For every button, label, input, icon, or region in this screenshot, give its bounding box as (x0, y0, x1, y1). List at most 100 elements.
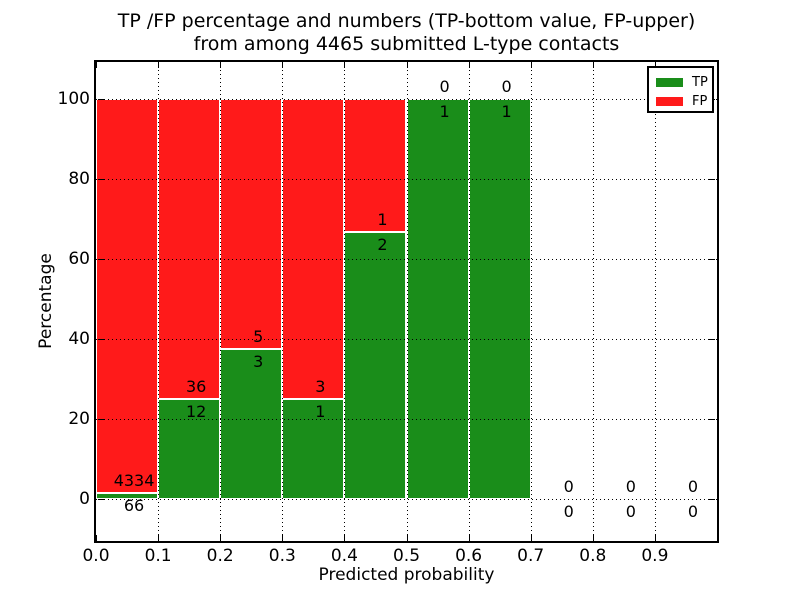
bar-fp-segment (344, 99, 407, 233)
x-tick-mark (282, 62, 284, 68)
x-tick-mark (158, 535, 160, 541)
tp-color-swatch (656, 78, 683, 87)
y-tick-mark (98, 419, 104, 420)
bar-tp-segment (468, 99, 531, 499)
y-tick-mark (709, 499, 715, 500)
fp-count-label: 0 (563, 477, 574, 496)
gridline-horizontal (96, 499, 717, 500)
tp-count-label: 1 (439, 102, 450, 121)
x-tick-mark (530, 535, 532, 541)
y-tick-mark (98, 259, 104, 260)
legend-item-tp: TP (656, 73, 712, 92)
fp-count-label: 4334 (113, 471, 155, 490)
tp-count-label: 1 (501, 102, 512, 121)
x-tick-label: 0.7 (517, 546, 545, 566)
x-tick-mark (468, 535, 470, 541)
y-tick-mark (709, 259, 715, 260)
x-tick-label: 0.9 (641, 546, 669, 566)
fp-color-swatch (656, 97, 683, 106)
x-tick-label: 0.8 (579, 546, 607, 566)
fp-count-label: 36 (185, 377, 207, 396)
gridline-vertical (282, 62, 284, 541)
legend-label-fp: FP (692, 94, 708, 109)
fp-count-label: 3 (315, 377, 326, 396)
tp-count-label: 12 (185, 402, 207, 421)
legend-item-fp: FP (656, 92, 712, 111)
tp-count-label: 2 (377, 235, 388, 255)
x-tick-mark (282, 535, 284, 541)
x-tick-label: 0.1 (144, 546, 172, 566)
y-tick-label: 80 (68, 169, 90, 189)
gridline-horizontal (96, 419, 717, 420)
chart-title: TP /FP percentage and numbers (TP-bottom… (96, 10, 717, 56)
y-tick-mark (98, 499, 104, 500)
x-tick-mark (96, 535, 97, 541)
x-tick-mark (96, 62, 97, 68)
x-tick-mark (468, 62, 470, 68)
x-tick-label: 0.2 (206, 546, 234, 566)
chart-title-line1: TP /FP percentage and numbers (TP-bottom… (117, 10, 696, 32)
x-tick-mark (220, 62, 222, 68)
gridline-vertical (344, 62, 346, 541)
tp-count-label: 0 (563, 502, 574, 521)
gridline-vertical (530, 62, 532, 541)
x-tick-mark (406, 535, 408, 541)
bar-tp-segment (282, 399, 345, 499)
fp-count-label: 5 (253, 327, 264, 346)
x-tick-mark (344, 535, 346, 541)
x-tick-mark (406, 62, 408, 68)
tp-count-label: 0 (687, 502, 699, 521)
legend: TP FP (647, 66, 714, 113)
bar-tp-segment (406, 99, 469, 499)
y-tick-mark (709, 179, 715, 180)
x-tick-label: 0.6 (455, 546, 483, 566)
bar-fp-segment (282, 99, 345, 399)
y-tick-label: 0 (79, 489, 90, 509)
y-tick-label: 60 (68, 249, 90, 269)
x-tick-mark (220, 535, 222, 541)
y-tick-label: 40 (68, 329, 90, 349)
x-tick-mark (717, 62, 718, 68)
x-tick-mark (717, 535, 718, 541)
bar-tp-segment (220, 349, 283, 499)
gridline-vertical (468, 62, 470, 541)
x-tick-mark (530, 62, 532, 68)
bar-fp-segment (220, 99, 283, 349)
tp-count-label: 3 (253, 352, 264, 371)
gridline-vertical (654, 62, 656, 541)
x-tick-mark (654, 535, 656, 541)
gridline-horizontal (96, 99, 717, 100)
bar-tp-segment (96, 493, 159, 499)
y-tick-mark (98, 99, 104, 100)
gridline-vertical (158, 62, 160, 541)
x-tick-label: 0.0 (82, 546, 110, 566)
x-tick-mark (592, 62, 594, 68)
x-tick-mark (344, 62, 346, 68)
fp-count-label: 0 (439, 77, 450, 96)
bar-tp-segment (344, 232, 407, 499)
tp-count-label: 0 (625, 502, 636, 521)
x-tick-mark (158, 62, 160, 68)
x-tick-mark (592, 535, 594, 541)
x-tick-label: 0.5 (392, 546, 421, 566)
fp-count-label: 0 (687, 477, 699, 496)
gridline-vertical (220, 62, 222, 541)
x-axis-label: Predicted probability (318, 565, 495, 585)
fp-count-label: 0 (501, 77, 512, 96)
gridline-vertical (592, 62, 594, 541)
chart-title-line2: from among 4465 submitted L-type contact… (193, 33, 620, 55)
bar-fp-segment (158, 99, 221, 399)
y-tick-mark (709, 339, 715, 340)
y-tick-label: 100 (57, 89, 90, 109)
gridline-horizontal (96, 339, 717, 340)
legend-label-tp: TP (692, 75, 708, 90)
y-tick-mark (98, 179, 104, 180)
y-tick-mark (709, 419, 715, 420)
x-tick-label: 0.4 (330, 546, 358, 566)
y-tick-mark (98, 339, 104, 340)
x-tick-mark (654, 62, 656, 68)
gridline-horizontal (96, 179, 717, 180)
fp-count-label: 1 (377, 210, 388, 230)
x-tick-label: 0.3 (268, 546, 296, 566)
